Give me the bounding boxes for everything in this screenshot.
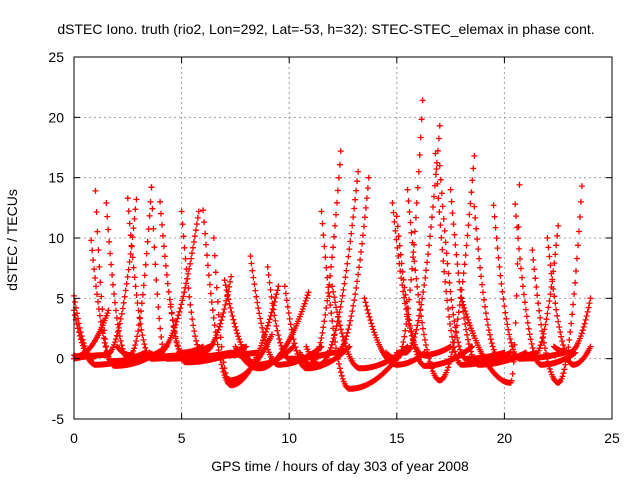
data-series-arc <box>529 183 585 386</box>
x-tick-labels: 0 5 10 15 20 25 <box>70 430 620 446</box>
x-tick-label: 15 <box>389 430 405 446</box>
y-tick-label: 5 <box>56 290 64 306</box>
data-series-arc <box>471 203 540 362</box>
data-point-markers <box>544 235 594 368</box>
data-series-arc <box>383 97 426 362</box>
data-series-arc <box>458 181 523 386</box>
data-series-arc <box>522 222 562 362</box>
data-point-markers <box>303 168 362 368</box>
data-point-markers <box>393 122 443 356</box>
data-series-arc <box>324 174 372 356</box>
x-tick-label: 10 <box>281 430 297 446</box>
data-point-markers <box>471 203 540 362</box>
data-point-markers <box>458 181 523 386</box>
y-tick-labels: -5 0 5 10 15 20 25 <box>48 49 64 427</box>
y-tick-label: 20 <box>48 109 64 125</box>
data-point-markers <box>114 184 155 358</box>
data-series-arc <box>178 273 235 356</box>
grid-lines <box>74 57 612 419</box>
data-points <box>71 97 594 392</box>
data-series-arc <box>393 122 443 356</box>
x-tick-label: 25 <box>604 430 620 446</box>
data-series-arc <box>114 184 155 358</box>
data-series-arc <box>303 168 362 368</box>
data-point-markers <box>178 273 235 356</box>
y-tick-label: 0 <box>56 351 64 367</box>
data-point-markers <box>264 264 336 362</box>
data-point-markers <box>146 208 202 358</box>
data-point-markers <box>550 295 594 356</box>
data-series-arc <box>544 235 594 368</box>
data-series-arc <box>264 264 336 362</box>
x-tick-label: 5 <box>178 430 186 446</box>
x-tick-label: 0 <box>70 430 78 446</box>
y-axis-label: dSTEC / TECUs <box>4 189 20 291</box>
y-tick-label: -5 <box>52 411 65 427</box>
data-point-markers <box>324 174 372 356</box>
data-point-markers <box>383 97 426 362</box>
data-point-markers <box>529 183 585 386</box>
y-tick-label: 10 <box>48 230 64 246</box>
data-series-arc <box>146 208 202 358</box>
x-axis-label: GPS time / hours of day 303 of year 2008 <box>211 458 469 474</box>
data-series-arc <box>550 295 594 356</box>
y-tick-label: 25 <box>48 49 64 65</box>
data-series-arc <box>88 237 170 369</box>
chart-title: dSTEC Iono. truth (rio2, Lon=292, Lat=-5… <box>57 21 594 37</box>
x-tick-label: 20 <box>497 430 513 446</box>
data-point-markers <box>88 237 170 369</box>
y-tick-label: 15 <box>48 170 64 186</box>
axis-ticks <box>73 56 613 420</box>
data-point-markers <box>522 222 562 362</box>
